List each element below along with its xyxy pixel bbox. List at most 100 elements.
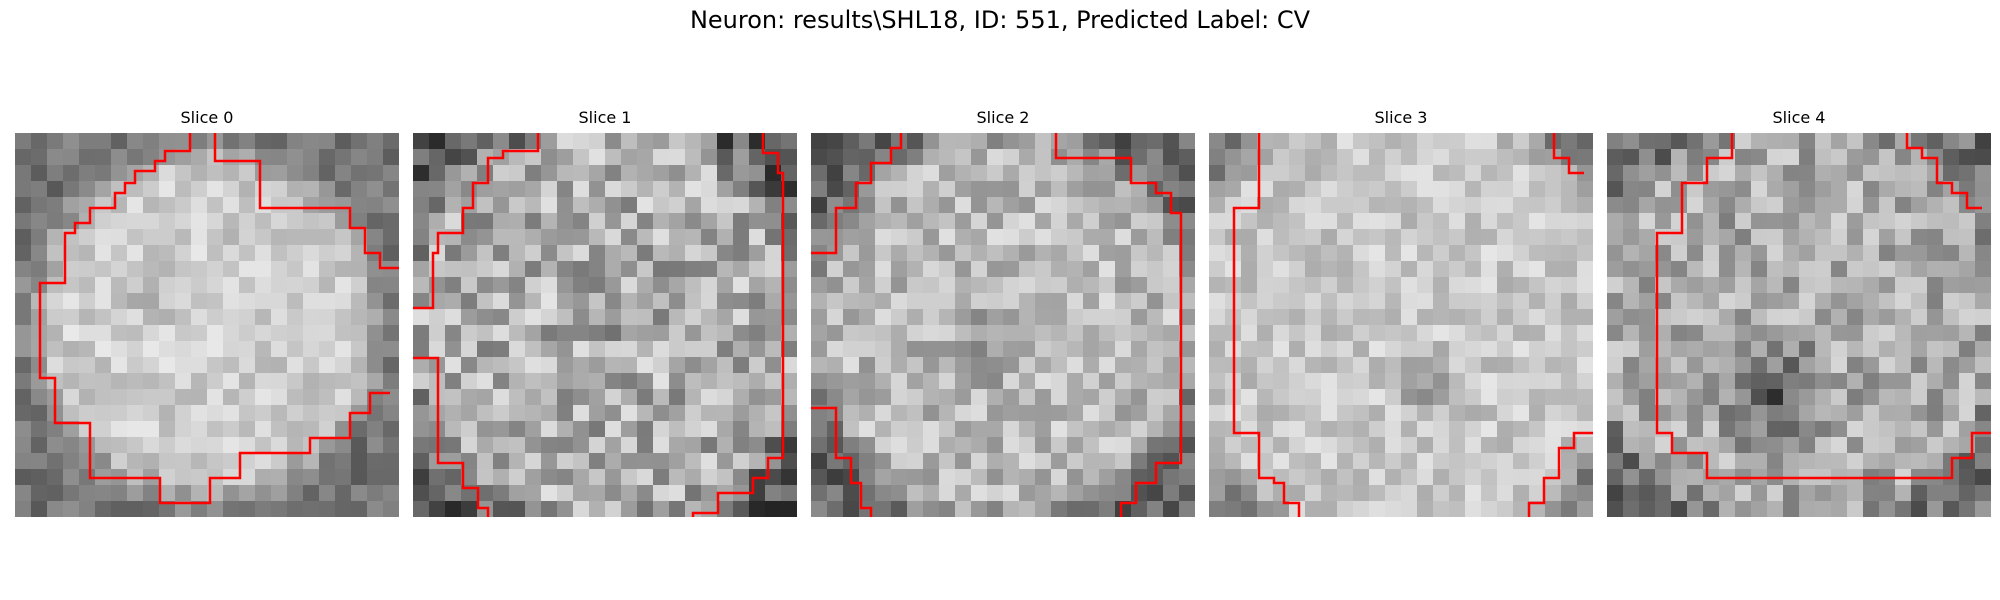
image-pixel: [891, 165, 907, 181]
image-pixel: [733, 181, 749, 197]
image-pixel: [1623, 405, 1639, 421]
image-pixel: [1225, 165, 1241, 181]
image-pixel: [1545, 165, 1561, 181]
image-pixel: [1401, 453, 1417, 469]
image-pixel: [1607, 341, 1623, 357]
image-pixel: [1799, 245, 1815, 261]
image-pixel: [1607, 373, 1623, 389]
image-pixel: [1019, 421, 1035, 437]
image-pixel: [1003, 197, 1019, 213]
image-pixel: [637, 149, 653, 165]
image-pixel: [1623, 357, 1639, 373]
image-pixel: [1179, 389, 1195, 405]
image-pixel: [95, 245, 111, 261]
image-pixel: [1687, 181, 1703, 197]
image-pixel: [1401, 293, 1417, 309]
image-pixel: [781, 309, 797, 325]
image-pixel: [971, 149, 987, 165]
image-pixel: [1257, 357, 1273, 373]
image-pixel: [335, 357, 351, 373]
image-pixel: [1337, 197, 1353, 213]
image-pixel: [907, 501, 923, 517]
image-pixel: [843, 245, 859, 261]
image-pixel: [653, 277, 669, 293]
image-pixel: [1147, 245, 1163, 261]
image-pixel: [1513, 485, 1529, 501]
image-pixel: [239, 309, 255, 325]
image-pixel: [1561, 357, 1577, 373]
image-pixel: [1879, 357, 1895, 373]
image-pixel: [923, 341, 939, 357]
image-pixel: [987, 149, 1003, 165]
image-pixel: [1607, 405, 1623, 421]
image-pixel: [493, 357, 509, 373]
image-pixel: [1179, 181, 1195, 197]
image-pixel: [1497, 293, 1513, 309]
image-pixel: [207, 325, 223, 341]
image-pixel: [875, 245, 891, 261]
image-pixel: [1545, 293, 1561, 309]
image-pixel: [223, 453, 239, 469]
slice-panel-1: Slice 1: [413, 108, 797, 520]
image-pixel: [319, 197, 335, 213]
image-pixel: [1735, 325, 1751, 341]
image-pixel: [319, 133, 335, 149]
image-pixel: [1623, 133, 1639, 149]
image-pixel: [1115, 341, 1131, 357]
image-pixel: [653, 389, 669, 405]
image-pixel: [1417, 501, 1433, 517]
image-pixel: [1497, 437, 1513, 453]
image-pixel: [907, 357, 923, 373]
image-pixel: [875, 293, 891, 309]
image-pixel: [143, 389, 159, 405]
image-pixel: [701, 421, 717, 437]
image-pixel: [1179, 213, 1195, 229]
image-pixel: [1655, 181, 1671, 197]
image-pixel: [765, 181, 781, 197]
image-pixel: [843, 261, 859, 277]
image-pixel: [1703, 341, 1719, 357]
image-pixel: [1799, 165, 1815, 181]
image-pixel: [1353, 373, 1369, 389]
image-pixel: [1481, 485, 1497, 501]
image-pixel: [781, 277, 797, 293]
image-pixel: [653, 373, 669, 389]
image-pixel: [239, 229, 255, 245]
image-pixel: [1687, 229, 1703, 245]
image-pixel: [987, 261, 1003, 277]
image-pixel: [1417, 149, 1433, 165]
slice-title: Slice 1: [578, 108, 632, 127]
image-pixel: [1815, 149, 1831, 165]
image-pixel: [1831, 149, 1847, 165]
image-pixel: [781, 357, 797, 373]
image-pixel: [1529, 229, 1545, 245]
image-pixel: [1147, 421, 1163, 437]
image-pixel: [367, 197, 383, 213]
image-pixel: [1401, 133, 1417, 149]
image-pixel: [127, 389, 143, 405]
image-pixel: [621, 261, 637, 277]
image-pixel: [15, 149, 31, 165]
image-pixel: [1911, 405, 1927, 421]
image-pixel: [239, 149, 255, 165]
image-pixel: [239, 261, 255, 277]
image-pixel: [1815, 421, 1831, 437]
image-pixel: [827, 261, 843, 277]
image-pixel: [1529, 453, 1545, 469]
image-pixel: [1019, 373, 1035, 389]
image-pixel: [191, 277, 207, 293]
image-pixel: [1449, 389, 1465, 405]
image-pixel: [95, 149, 111, 165]
image-pixel: [1895, 325, 1911, 341]
image-pixel: [589, 181, 605, 197]
image-pixel: [1019, 149, 1035, 165]
image-pixel: [1449, 197, 1465, 213]
image-pixel: [1831, 389, 1847, 405]
image-pixel: [1179, 229, 1195, 245]
image-pixel: [701, 437, 717, 453]
image-pixel: [1655, 341, 1671, 357]
image-pixel: [827, 501, 843, 517]
image-pixel: [1163, 293, 1179, 309]
image-pixel: [1417, 437, 1433, 453]
image-pixel: [445, 325, 461, 341]
